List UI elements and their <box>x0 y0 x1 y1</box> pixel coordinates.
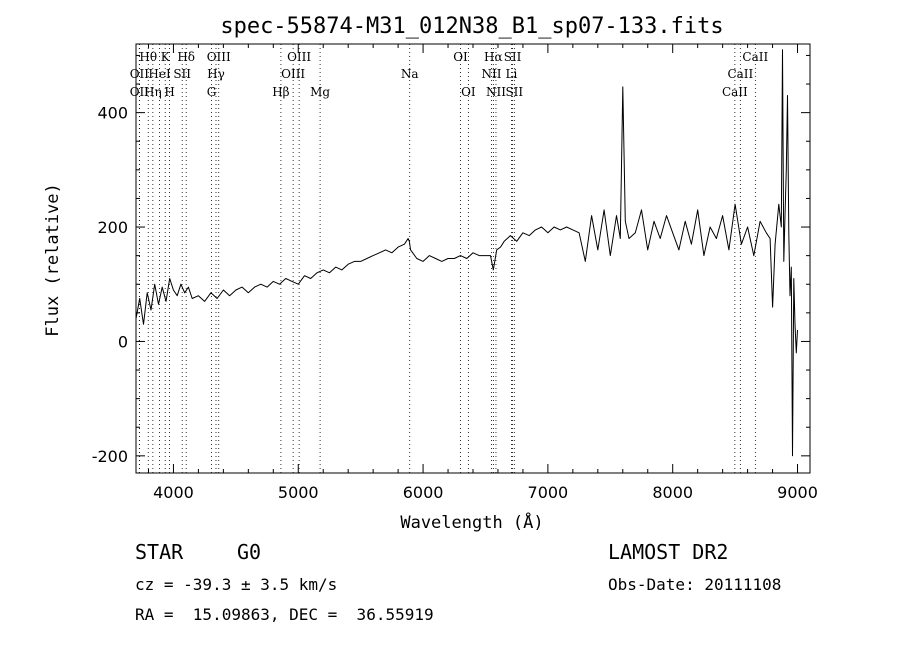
spectrum-series-0 <box>135 49 798 457</box>
line-marker-label-4: OIII <box>287 50 311 64</box>
y-tick-label-1: 0 <box>118 332 128 351</box>
line-marker-label-13: OIII <box>281 67 305 81</box>
line-marker-label-11: SII <box>173 67 191 81</box>
line-marker-label-19: Hη <box>144 85 162 99</box>
plot-frame <box>135 43 811 474</box>
x-tick-label-0: 4000 <box>153 483 194 502</box>
line-marker-label-3: OIII <box>207 50 231 64</box>
line-marker-label-2: Hδ <box>177 50 195 64</box>
spectrum-plot <box>135 49 798 457</box>
line-marker-label-8: CaII <box>742 50 768 64</box>
observation-date: Obs-Date: 20111108 <box>608 575 782 594</box>
chart-title: spec-55874-M31_012N38_B1_sp07-133.fits <box>220 14 723 39</box>
line-marker-label-22: Hβ <box>272 85 289 99</box>
y-tick-label-0: -200 <box>92 447 128 466</box>
x-tick-label-5: 9000 <box>777 483 818 502</box>
line-marker-label-12: Hγ <box>207 67 225 81</box>
x-axis-label: Wavelength (Å) <box>400 511 543 533</box>
line-marker-label-1: K <box>161 50 171 64</box>
line-marker-label-6: Hα <box>484 50 503 64</box>
redshift-velocity: cz = -39.3 ± 3.5 km/s <box>135 575 338 594</box>
line-marker-label-0: Hθ <box>139 50 157 64</box>
line-marker-label-21: G <box>207 85 217 99</box>
axes: 4000 5000 6000 7000 8000 9000 -200 0 200 400 <box>92 43 818 502</box>
line-marker-label-24: OI <box>461 85 476 99</box>
line-marker-label-10: HeI <box>148 67 171 81</box>
x-tick-label-3: 7000 <box>528 483 569 502</box>
object-class: STAR <box>135 540 184 564</box>
line-marker-label-27: CaII <box>722 85 748 99</box>
survey-name: LAMOST DR2 <box>608 540 729 564</box>
x-tick-label-1: 5000 <box>278 483 319 502</box>
line-marker-label-25: NII <box>486 85 506 99</box>
line-marker-label-26: SII <box>505 85 523 99</box>
line-marker-label-15: NII <box>481 67 501 81</box>
x-tick-label-4: 8000 <box>652 483 693 502</box>
line-marker-label-16: Li <box>506 67 518 81</box>
y-tick-label-3: 400 <box>97 104 128 123</box>
line-marker-label-23: Mg <box>310 85 330 99</box>
line-marker-label-9: OII <box>130 67 150 81</box>
x-tick-label-2: 6000 <box>403 483 444 502</box>
coordinates: RA = 15.09863, DEC = 36.55919 <box>135 605 434 624</box>
line-marker-label-7: SII <box>504 50 522 64</box>
y-tick-label-2: 200 <box>97 218 128 237</box>
line-marker-label-17: CaII <box>727 67 753 81</box>
line-marker-label-14: Na <box>401 67 419 81</box>
spectral-subclass: G0 <box>237 540 262 564</box>
line-marker-label-20: H <box>164 85 174 99</box>
line-marker-label-5: OI <box>453 50 468 64</box>
line-marker-label-18: OII <box>130 85 150 99</box>
y-axis-label: Flux (relative) <box>43 183 63 337</box>
